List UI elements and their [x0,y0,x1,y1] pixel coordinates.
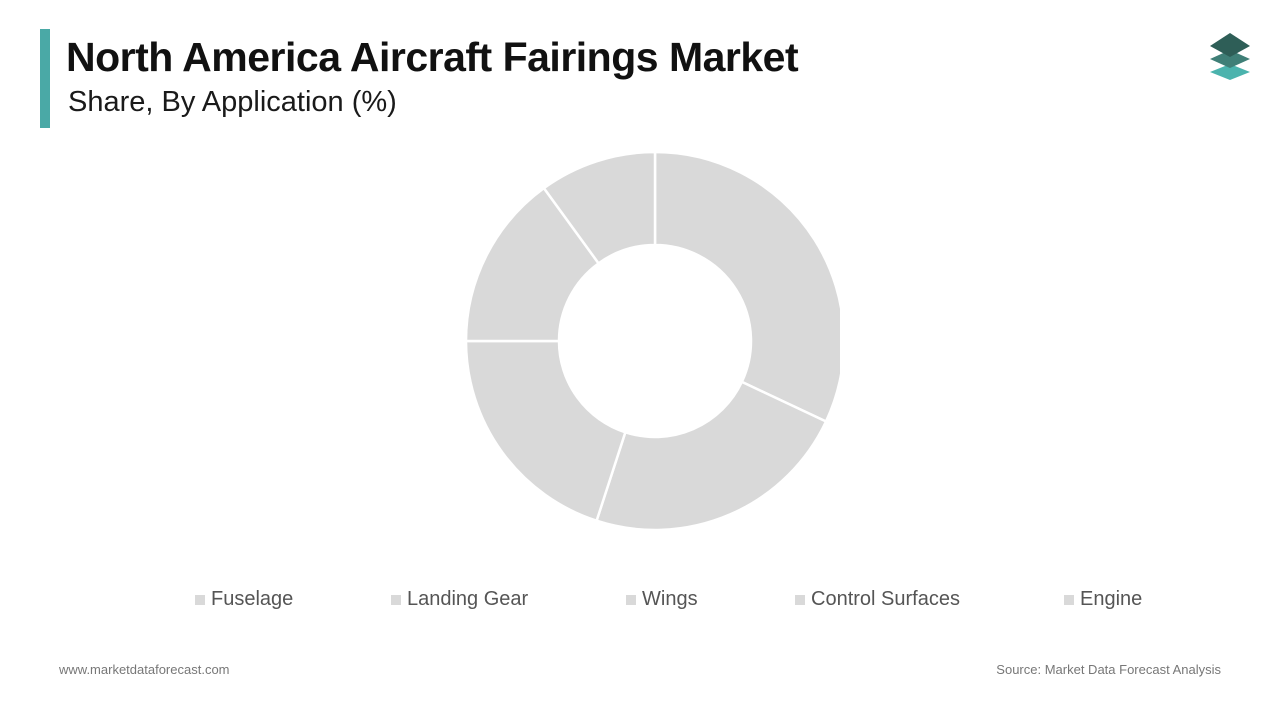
chart-subtitle: Share, By Application (%) [68,86,397,118]
logo-layer-top [1210,33,1250,57]
chart-legend: Fuselage Landing Gear Wings Control Surf… [0,588,1280,618]
chart-title: North America Aircraft Fairings Market [66,34,799,80]
website-url: www.marketdataforecast.com [59,662,230,677]
legend-label: Wings [642,588,698,610]
legend-item-fuselage: Fuselage [195,588,293,611]
title-accent-bar [40,29,50,128]
donut-chart [464,150,840,532]
legend-item-control-surfaces: Control Surfaces [795,588,960,611]
donut-slice-landing-gear [595,380,828,532]
legend-swatch [391,594,401,605]
donut-slice-engine [542,150,657,266]
source-note: Source: Market Data Forecast Analysis [996,662,1221,677]
legend-swatch [195,594,205,605]
logo-layer-bottom [1210,64,1250,80]
legend-label: Engine [1080,588,1143,610]
legend-swatch [1064,594,1074,605]
legend-item-wings: Wings [626,588,698,611]
legend-swatch [795,594,805,605]
legend-item-landing-gear: Landing Gear [391,588,528,611]
logo-layer-middle [1210,50,1250,68]
donut-slice-wings [464,339,627,523]
stacked-layers-logo-icon [1210,33,1250,80]
legend-label: Fuselage [211,588,294,610]
legend-item-engine: Engine [1064,588,1142,611]
legend-label: Landing Gear [407,588,529,610]
legend-swatch [626,594,636,605]
donut-slice-fuselage [653,150,840,424]
legend-label: Control Surfaces [811,588,960,610]
